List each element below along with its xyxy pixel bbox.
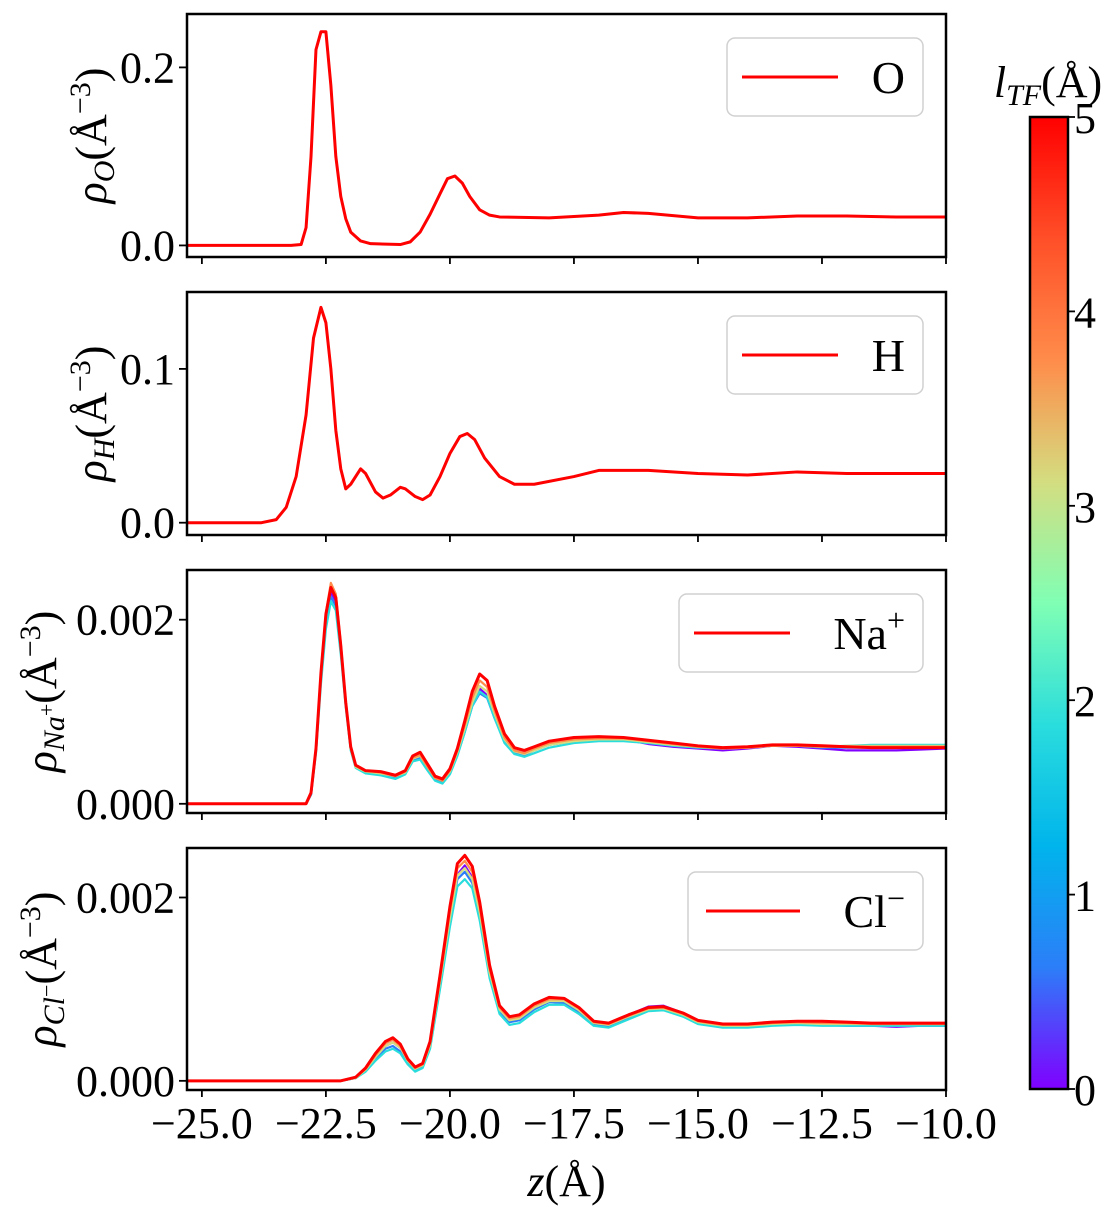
series-line-O: [187, 30, 946, 247]
series-line-l-TF-5: [187, 853, 946, 1083]
legend-label: H: [872, 330, 905, 381]
x-tick-label: −12.5: [771, 1099, 873, 1148]
series-group: [187, 305, 946, 525]
colorbar-tick-label: 1: [1074, 872, 1096, 921]
y-tick-label: 0.000: [76, 780, 175, 829]
series-line-H: [187, 305, 946, 525]
y-axis-label: ρH(Å−3): [64, 346, 121, 484]
series-line-l-TF-2: [187, 878, 946, 1082]
colorbar-frame: [1028, 115, 1070, 1091]
plot-frame: [185, 846, 948, 1092]
plot-frame: [185, 568, 948, 815]
y-axis-label: ρO(Å−3): [64, 68, 121, 206]
x-tick-label: −22.5: [275, 1099, 377, 1148]
panel-h: 0.0 0.1ρH(Å−3) H: [64, 290, 948, 548]
colorbar-tick-label: 3: [1074, 483, 1096, 532]
x-tick-label: −17.5: [523, 1099, 625, 1148]
colorbar-tick-label: 5: [1074, 94, 1096, 143]
y-axis-label: ρCl−(Å−3): [14, 892, 71, 1049]
x-tick-label: −10.0: [895, 1099, 997, 1148]
colorbar-fill: [1030, 117, 1068, 1089]
colorbar-label: lTF(Å): [994, 58, 1102, 112]
series-group: [187, 853, 946, 1083]
colorbar-tick-label: 2: [1074, 677, 1096, 726]
y-tick-label: 0.002: [76, 874, 175, 923]
y-axis-label: ρNa+(Å−3): [14, 611, 71, 775]
y-tick-label: 0.1: [120, 345, 175, 394]
y-tick-label: 0.000: [76, 1057, 175, 1106]
y-tick-label: 0.0: [120, 221, 175, 270]
plot-frame: [185, 12, 948, 259]
y-tick-label: 0.0: [120, 499, 175, 548]
series-group: [187, 581, 946, 806]
legend-box: [678, 593, 924, 673]
panels: 0.00.2ρO(Å−3) O0.00.1ρH(Å−3) H0.0000.002ρN…: [14, 12, 997, 1206]
y-tick-label: 0.002: [76, 596, 175, 645]
x-tick-label: −25.0: [151, 1099, 253, 1148]
y-tick-label: 0.2: [120, 43, 175, 92]
legend-label: Cl−: [843, 880, 905, 937]
legend: H: [726, 315, 924, 395]
colorbar-tick-label: 4: [1074, 288, 1096, 337]
plot-frame: [185, 290, 948, 537]
legend: Cl−: [687, 871, 924, 951]
series-group: [187, 30, 946, 247]
x-tick-label: −15.0: [647, 1099, 749, 1148]
colorbar-tick-label: 0: [1074, 1066, 1096, 1115]
legend: Na+: [678, 593, 924, 673]
x-axis-label: z(Å): [526, 1157, 605, 1206]
series-line-l-TF-5: [187, 585, 946, 806]
x-tick-label: −20.0: [399, 1099, 501, 1148]
legend-label: O: [872, 52, 905, 103]
legend: O: [726, 37, 924, 117]
panel-o: 0.0 0.2ρO(Å−3) O: [64, 12, 948, 270]
legend-box: [687, 871, 924, 951]
legend-label: Na+: [833, 602, 905, 659]
